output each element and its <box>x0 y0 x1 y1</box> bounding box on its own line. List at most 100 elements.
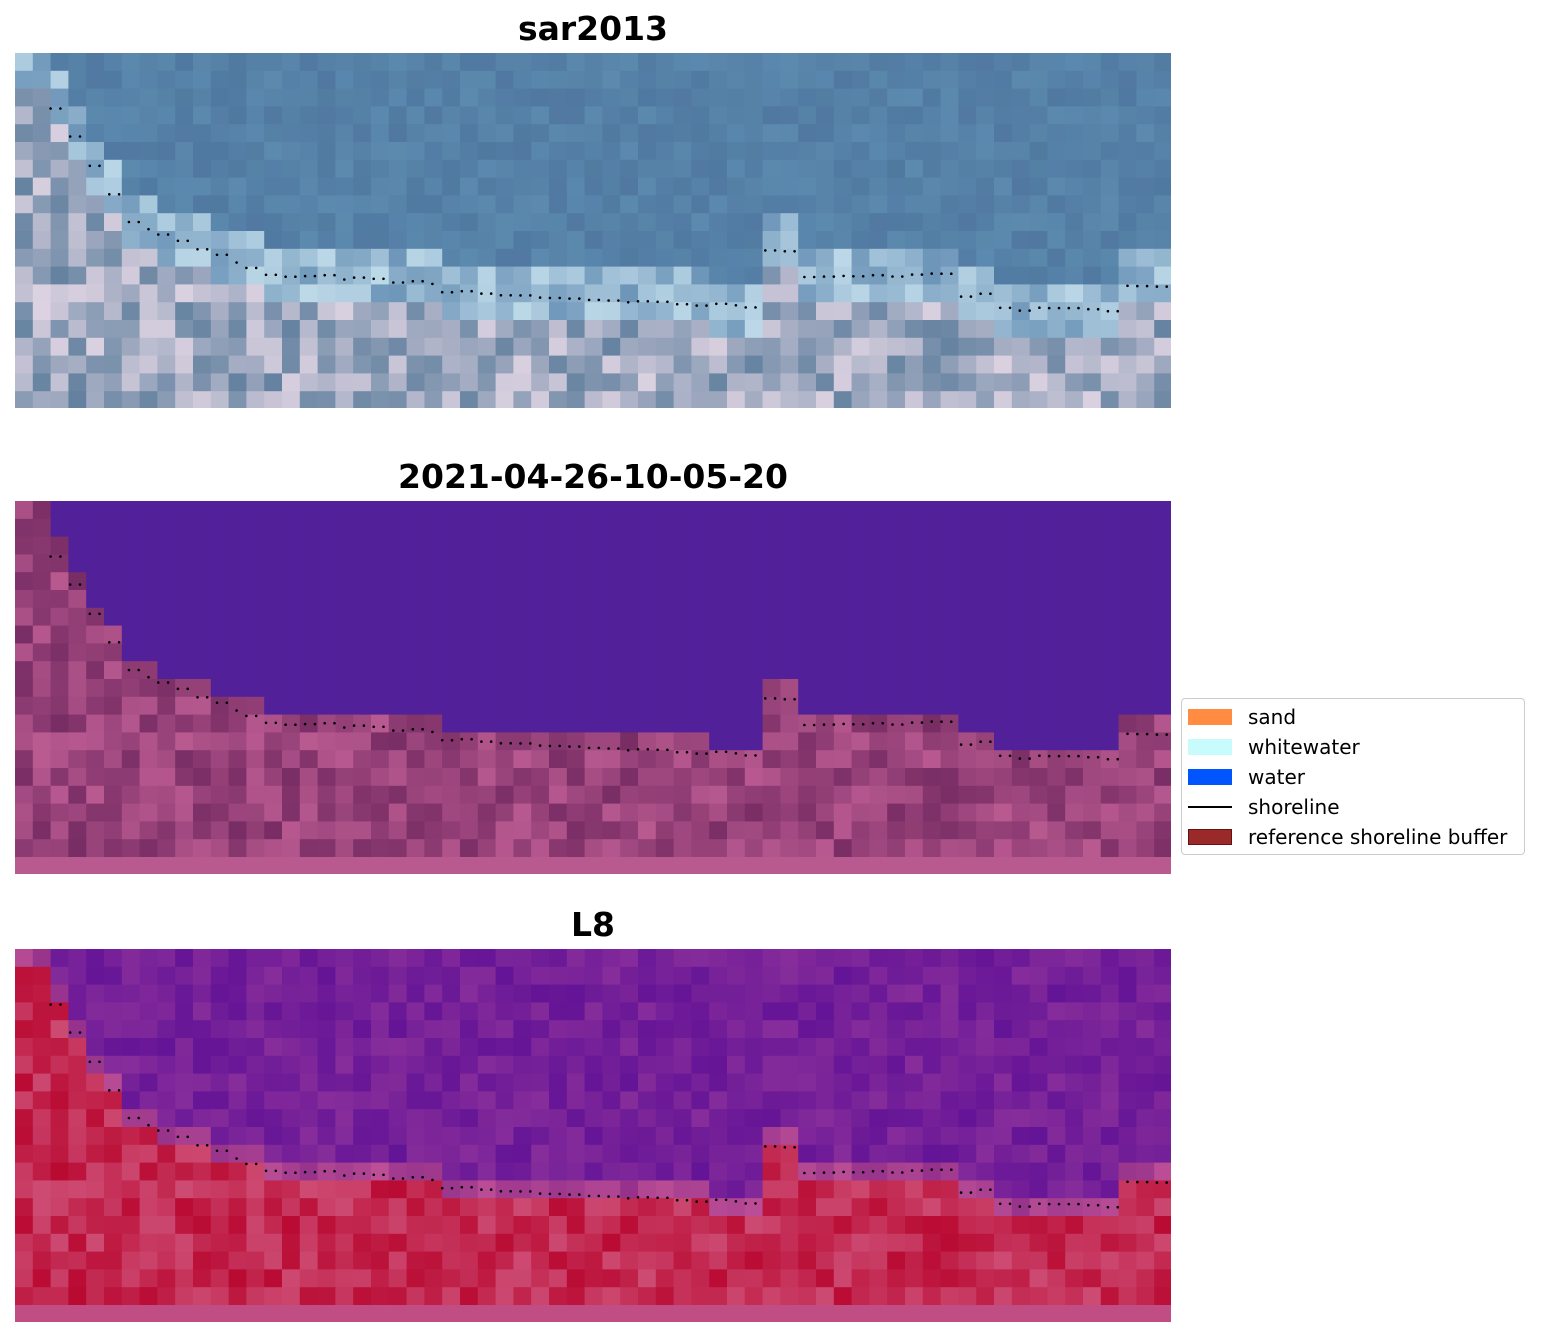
raster-pixel <box>940 1180 959 1199</box>
raster-pixel <box>513 949 532 968</box>
raster-pixel <box>68 1198 87 1217</box>
raster-pixel <box>1154 106 1171 125</box>
raster-pixel <box>602 320 621 339</box>
raster-pixel <box>50 696 69 716</box>
raster-pixel <box>477 373 497 392</box>
raster-pixel <box>905 248 924 268</box>
raster-pixel <box>86 195 105 214</box>
raster-pixel <box>584 1109 603 1128</box>
raster-pixel <box>424 857 443 874</box>
raster-pixel <box>50 53 69 72</box>
raster-pixel <box>317 284 336 303</box>
raster-pixel <box>887 1180 906 1199</box>
raster-pixel <box>709 785 728 805</box>
raster-pixel <box>638 661 657 680</box>
raster-pixel <box>1154 284 1171 303</box>
raster-pixel <box>958 949 977 968</box>
shoreline-dot <box>313 722 317 726</box>
shoreline-dot <box>372 1173 376 1177</box>
raster-pixel <box>566 1038 586 1057</box>
raster-pixel <box>887 607 906 627</box>
raster-pixel <box>264 1144 283 1164</box>
raster-pixel <box>655 1305 675 1322</box>
raster-pixel <box>32 1162 52 1181</box>
raster-pixel <box>50 607 69 627</box>
raster-pixel <box>495 643 514 662</box>
raster-pixel <box>210 572 230 591</box>
raster-pixel <box>371 1073 390 1092</box>
raster-pixel <box>833 70 853 90</box>
shoreline-dot <box>666 1196 669 1200</box>
raster-pixel <box>15 391 34 408</box>
raster-pixel <box>104 839 123 858</box>
raster-pixel <box>762 607 781 627</box>
raster-pixel <box>566 643 586 662</box>
raster-pixel <box>976 966 995 986</box>
raster-pixel <box>549 1198 568 1217</box>
raster-pixel <box>976 1233 995 1253</box>
raster-pixel <box>602 391 621 408</box>
raster-pixel <box>566 1127 586 1146</box>
raster-pixel <box>424 1127 443 1146</box>
raster-pixel <box>86 1233 105 1253</box>
raster-pixel <box>460 88 479 107</box>
raster-pixel <box>566 785 586 805</box>
raster-pixel <box>121 839 141 858</box>
shoreline-dot <box>617 299 620 302</box>
raster-pixel <box>442 1020 461 1039</box>
raster-pixel <box>442 1216 461 1235</box>
raster-pixel <box>68 554 87 573</box>
raster-pixel <box>121 266 141 285</box>
raster-pixel <box>175 554 194 573</box>
raster-pixel <box>1136 1287 1155 1306</box>
raster-pixel <box>424 159 443 179</box>
raster-pixel <box>1154 337 1171 357</box>
raster-pixel <box>32 1233 52 1253</box>
raster-pixel <box>940 1216 959 1235</box>
raster-pixel <box>531 643 550 662</box>
raster-pixel <box>1029 1251 1048 1270</box>
raster-pixel <box>335 1038 354 1057</box>
raster-pixel <box>655 625 675 644</box>
raster-pixel <box>976 1038 995 1057</box>
raster-pixel <box>1065 1127 1084 1146</box>
raster-pixel <box>851 1127 870 1146</box>
raster-pixel <box>1011 501 1031 520</box>
raster-pixel <box>1011 1055 1031 1075</box>
raster-pixel <box>905 554 924 573</box>
raster-pixel <box>958 732 977 751</box>
raster-pixel <box>335 1109 354 1128</box>
raster-pixel <box>477 643 497 662</box>
raster-pixel <box>905 803 924 822</box>
raster-pixel <box>673 1073 692 1092</box>
raster-pixel <box>406 536 425 555</box>
raster-pixel <box>744 966 764 986</box>
raster-pixel <box>1047 1020 1066 1039</box>
raster-pixel <box>513 124 532 143</box>
raster-pixel <box>655 1073 675 1092</box>
raster-pixel <box>246 501 265 520</box>
raster-pixel <box>175 124 194 143</box>
raster-pixel <box>958 106 977 125</box>
raster-pixel <box>531 536 550 555</box>
raster-pixel <box>193 1180 212 1199</box>
raster-pixel <box>157 1055 176 1075</box>
raster-pixel <box>32 518 52 538</box>
raster-pixel <box>566 1091 586 1110</box>
raster-pixel <box>477 572 497 591</box>
raster-pixel <box>32 590 52 609</box>
raster-pixel <box>940 106 959 125</box>
raster-pixel <box>442 501 461 520</box>
raster-pixel <box>1047 501 1066 520</box>
raster-pixel <box>1065 607 1084 627</box>
shoreline-dot <box>548 744 552 748</box>
raster-pixel <box>1100 590 1120 609</box>
raster-pixel <box>691 625 710 644</box>
raster-pixel <box>424 53 443 72</box>
raster-pixel <box>1083 142 1102 161</box>
raster-pixel <box>371 768 390 787</box>
raster-pixel <box>1083 1251 1102 1270</box>
raster-pixel <box>798 88 817 107</box>
raster-pixel <box>157 142 176 161</box>
raster-pixel <box>584 1198 603 1217</box>
